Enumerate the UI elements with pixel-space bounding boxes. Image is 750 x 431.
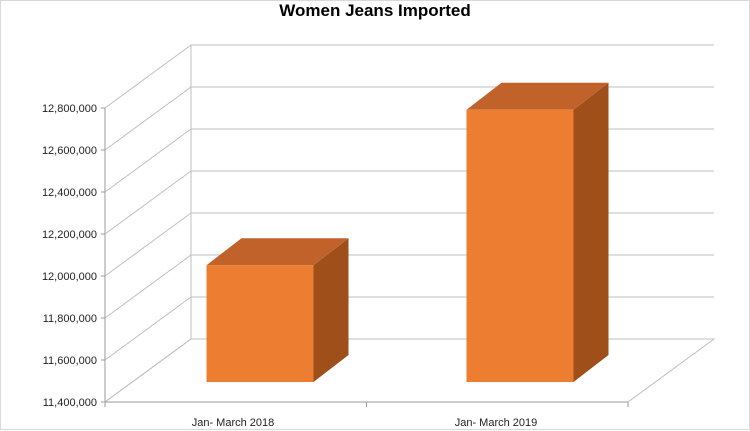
y-tick-label: 12,600,000 (42, 145, 97, 157)
x-category-label: Jan- March 2018 (192, 417, 275, 429)
bar-top-face (466, 82, 609, 110)
side-gridline (104, 212, 192, 277)
y-tick-label: 11,600,000 (43, 355, 97, 367)
chart-floor (103, 338, 716, 403)
bar-side-face (573, 82, 609, 383)
side-gridline (104, 254, 192, 319)
side-gridline (104, 170, 192, 235)
bar (206, 265, 314, 382)
y-tick-label: 12,000,000 (42, 271, 97, 283)
side-gridline (104, 86, 192, 151)
bar (466, 109, 574, 383)
y-tick-label: 11,400,000 (43, 397, 97, 409)
bar-side-face (313, 238, 349, 382)
y-tick-label: 12,200,000 (42, 229, 97, 241)
y-tick-label: 12,800,000 (42, 103, 97, 115)
x-category-label: Jan- March 2019 (455, 417, 538, 429)
bar-top-face (206, 238, 349, 266)
side-gridline (104, 128, 192, 193)
side-gridline (104, 296, 192, 361)
y-tick-label: 12,400,000 (42, 187, 97, 199)
y-tick-label: 11,800,000 (43, 313, 97, 325)
side-gridline (104, 44, 192, 109)
chart-title: Women Jeans Imported (279, 1, 471, 20)
